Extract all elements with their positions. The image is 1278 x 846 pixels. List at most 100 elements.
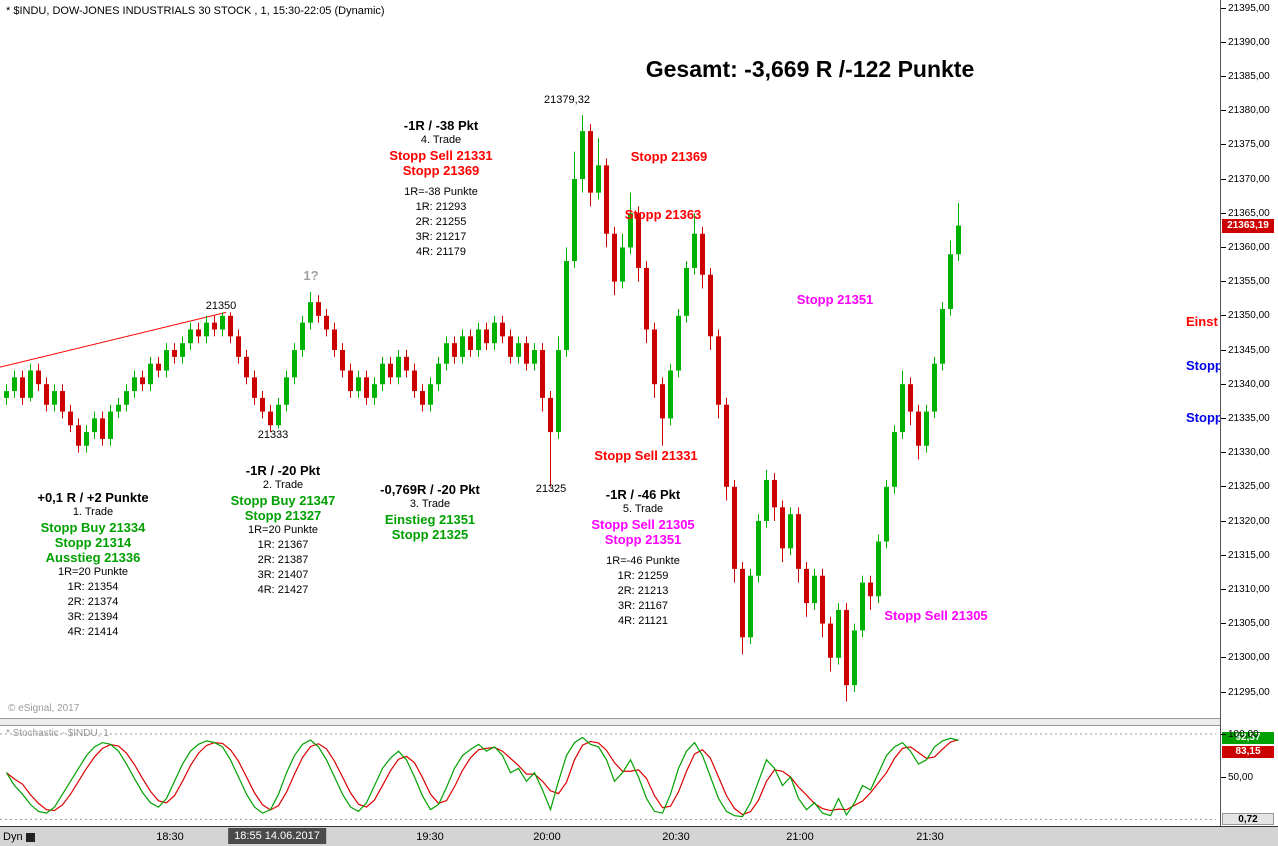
symbol-title: * $INDU, DOW-JONES INDUSTRIALS 30 STOCK …	[6, 5, 385, 17]
stop-21369-label: Stopp 21369	[630, 149, 708, 164]
tick-mark	[1221, 281, 1226, 283]
time-tick-label: 21:00	[786, 831, 814, 843]
axis-tick-label: 21395,00	[1221, 2, 1270, 14]
axis-tick-label: 21305,00	[1221, 618, 1270, 630]
trade1-stat: 3R: 21394	[67, 611, 119, 623]
trade5-stop2: Stopp 21351	[604, 532, 682, 547]
trade2-result: -1R / -20 Pkt	[245, 463, 321, 478]
axis-tick-label: 50,00	[1221, 771, 1253, 783]
axis-tick-label: 21335,00	[1221, 412, 1270, 424]
axis-tick-label: 21330,00	[1221, 447, 1270, 459]
tick-mark	[1221, 733, 1226, 735]
low-21333-label: 21333	[257, 429, 289, 441]
session-high-label: 21379,32	[544, 94, 590, 106]
tick-mark	[1221, 554, 1226, 556]
trade3-annotation: -0,769R / -20 Pkt 3. Trade Einstieg 2135…	[380, 482, 480, 542]
axis-tick-label: 21370,00	[1221, 173, 1270, 185]
axis-tick-label: 21350,00	[1221, 310, 1270, 322]
trade4-stat: 1R: 21293	[415, 201, 467, 213]
axis-tick-label: 21375,00	[1221, 139, 1270, 151]
axis-tick-label: 21325,00	[1221, 481, 1270, 493]
trade2-stop2: Stopp 21327	[244, 508, 322, 523]
trade4-stop1: Stopp Sell 21331	[389, 148, 493, 163]
tick-mark	[1221, 520, 1226, 522]
pane-separator[interactable]	[0, 718, 1220, 726]
trade3-name: 3. Trade	[409, 498, 451, 510]
trade1-stat: 4R: 21414	[67, 626, 119, 638]
dyn-mode-icon	[25, 832, 35, 842]
low-21325-label: 21325	[535, 483, 567, 495]
trade1-stat: 2R: 21374	[67, 596, 119, 608]
dyn-label: Dyn	[3, 831, 23, 843]
dyn-mode-button[interactable]: Dyn	[3, 831, 35, 843]
trade3-stop: Stopp 21325	[391, 527, 469, 542]
tick-mark	[1221, 383, 1226, 385]
tick-mark	[1221, 110, 1226, 112]
last-price-badge: 21363,19	[1222, 218, 1274, 233]
tick-mark	[1221, 75, 1226, 77]
axis-tick-label: 21300,00	[1221, 652, 1270, 664]
time-tick-label: 18:30	[156, 831, 184, 843]
trade5-stat: 1R=-46 Punkte	[606, 555, 680, 567]
time-tick-label: 19:30	[416, 831, 444, 843]
stochastic-title: * Stochastic - $INDU, 1	[6, 728, 109, 739]
stop-21363-label: Stopp 21363	[624, 207, 702, 222]
trade2-name: 2. Trade	[262, 479, 304, 491]
time-tick-label: 20:30	[662, 831, 690, 843]
trade1-result: +0,1 R / +2 Punkte	[37, 490, 149, 505]
edge-stopp-label-1: Stopp	[1186, 358, 1223, 373]
tick-mark	[1221, 417, 1226, 419]
question-mark-label: 1?	[303, 268, 319, 283]
tick-mark	[1221, 776, 1226, 778]
trade2-stat: 2R: 21387	[257, 554, 309, 566]
trade3-result: -0,769R / -20 Pkt	[380, 482, 480, 497]
trade2-stop1: Stopp Buy 21347	[230, 493, 336, 508]
tick-mark	[1221, 41, 1226, 43]
tick-mark	[1221, 623, 1226, 625]
trade5-annotation: -1R / -46 Pkt 5. Trade Stopp Sell 21305 …	[591, 487, 694, 629]
stochastic-pane[interactable]: * Stochastic - $INDU, 1	[0, 726, 1220, 826]
axis-tick-label: 21310,00	[1221, 583, 1270, 595]
candlestick-chart[interactable]	[0, 0, 1220, 718]
stop-sell-21305-label: Stopp Sell 21305	[884, 608, 988, 623]
axis-tick-label: 21340,00	[1221, 378, 1270, 390]
tick-mark	[1221, 486, 1226, 488]
axis-tick-label: 21345,00	[1221, 344, 1270, 356]
trade4-stat: 1R=-38 Punkte	[404, 186, 478, 198]
trade5-stat: 1R: 21259	[617, 570, 669, 582]
trade2-stat: 1R=20 Punkte	[247, 524, 319, 536]
axis-tick-label: 21380,00	[1221, 105, 1270, 117]
trade1-exit: Ausstieg 21336	[45, 550, 141, 565]
trade1-annotation: +0,1 R / +2 Punkte 1. Trade Stopp Buy 21…	[37, 490, 148, 640]
axis-tick-label: 21315,00	[1221, 549, 1270, 561]
total-result-title: Gesamt: -3,669 R /-122 Punkte	[645, 56, 975, 82]
trade1-stat: 1R: 21354	[67, 581, 119, 593]
copyright-label: © eSignal, 2017	[8, 703, 80, 714]
trade4-name: 4. Trade	[420, 134, 462, 146]
stochastic-k-badge: 92,57	[1222, 732, 1274, 745]
tick-mark	[1221, 144, 1226, 146]
trade4-stat: 4R: 21179	[416, 246, 466, 258]
trade1-name: 1. Trade	[72, 506, 114, 518]
tick-mark	[1221, 452, 1226, 454]
trade5-stat: 2R: 21213	[617, 585, 669, 597]
tick-mark	[1221, 657, 1226, 659]
axis-tick-label: 21390,00	[1221, 36, 1270, 48]
trade5-stop1: Stopp Sell 21305	[591, 517, 695, 532]
stochastic-d-badge: 83,15	[1222, 746, 1274, 759]
main-chart-pane[interactable]	[0, 0, 1220, 718]
time-tick-label: 20:00	[533, 831, 561, 843]
trade4-result: -1R / -38 Pkt	[403, 118, 479, 133]
tick-mark	[1221, 178, 1226, 180]
trade1-stop2: Stopp 21314	[54, 535, 132, 550]
trade2-stat: 1R: 21367	[257, 539, 309, 551]
stochastic-chart[interactable]	[0, 726, 1220, 826]
tick-mark	[1221, 588, 1226, 590]
price-axis[interactable]: 21363,19 92,57 83,15 0,72 21395,00 21390,…	[1220, 0, 1278, 846]
trade2-stat: 4R: 21427	[257, 584, 309, 596]
time-axis[interactable]: Dyn 18:55 14.06.2017 18:30 19:30 20:00 20:3…	[0, 826, 1278, 846]
axis-tick-label: 21355,00	[1221, 276, 1270, 288]
trade5-name: 5. Trade	[622, 503, 664, 515]
trade2-annotation: -1R / -20 Pkt 2. Trade Stopp Buy 21347 S…	[231, 463, 336, 598]
